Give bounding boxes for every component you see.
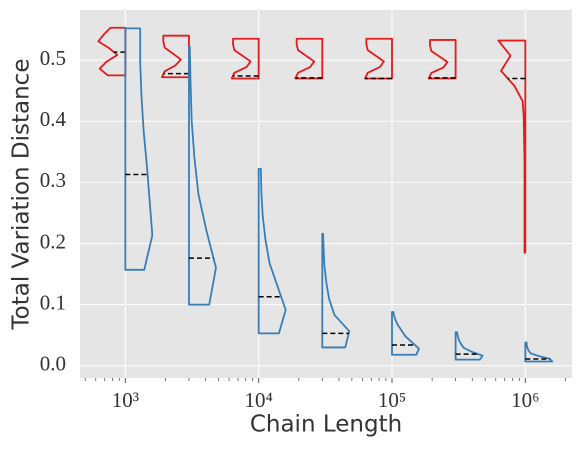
y-tick-label: 0.0	[40, 352, 66, 376]
violin	[97, 26, 127, 77]
x-tick-label: 10⁵	[378, 388, 406, 412]
y-tick-label: 0.4	[40, 107, 67, 131]
violin	[257, 168, 287, 335]
y-tick-label: 0.3	[40, 168, 66, 192]
x-tick-label: 10⁴	[245, 388, 273, 412]
violin	[454, 331, 484, 361]
violin	[294, 37, 324, 80]
violin	[391, 311, 420, 356]
violin	[364, 37, 393, 80]
x-axis-title: Chain Length	[250, 412, 402, 438]
violin	[124, 27, 154, 271]
x-tick-label: 10⁶	[511, 388, 539, 412]
violin	[427, 39, 457, 80]
y-tick-label: 0.2	[40, 229, 66, 253]
y-tick-label: 0.1	[40, 290, 66, 314]
plot-background	[80, 10, 572, 378]
violin	[524, 341, 554, 363]
violin	[321, 232, 351, 349]
y-tick-label: 0.5	[40, 46, 66, 70]
y-axis-title: Total Variation Distance	[9, 59, 35, 331]
violin	[497, 39, 527, 254]
violin	[230, 37, 260, 80]
x-tick-label: 10³	[112, 388, 139, 412]
violin	[188, 45, 217, 306]
